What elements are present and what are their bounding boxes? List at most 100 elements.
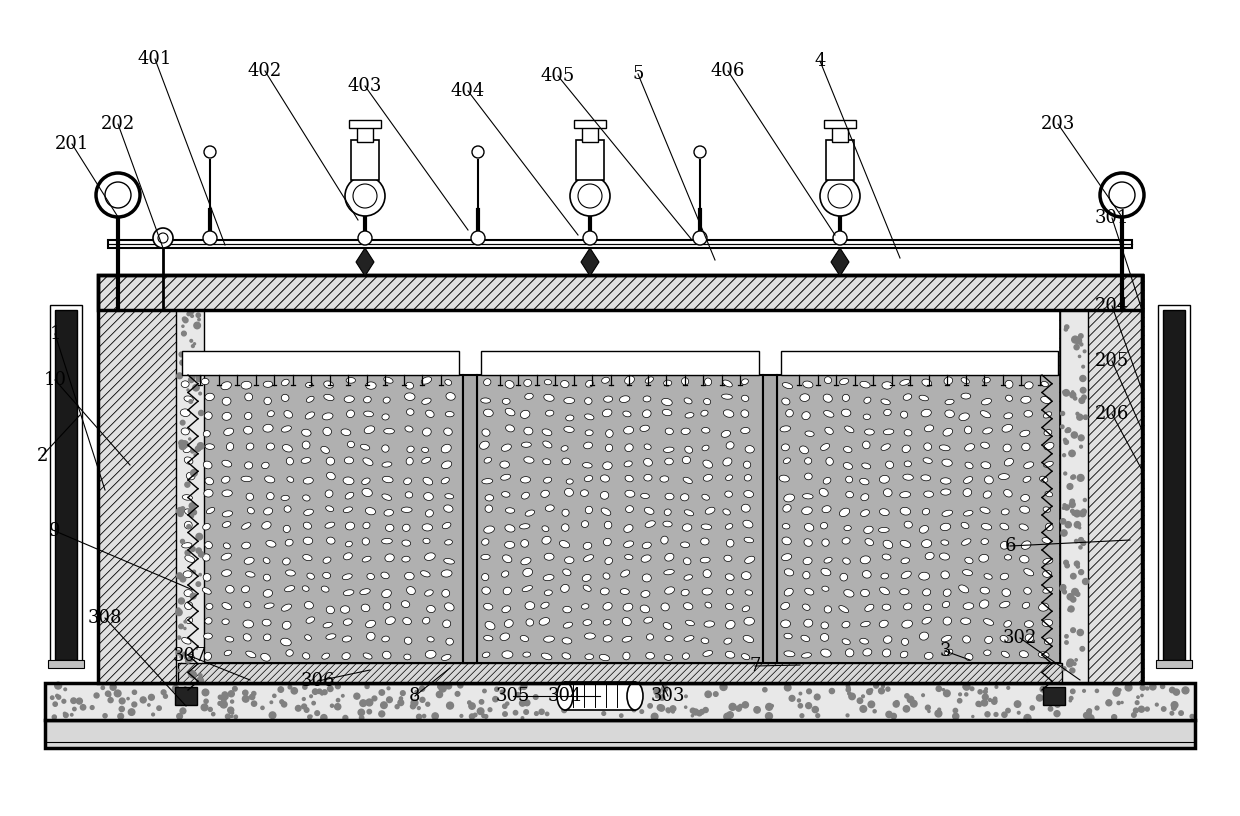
Ellipse shape [1021, 397, 1030, 403]
Ellipse shape [626, 506, 634, 512]
Ellipse shape [665, 458, 673, 465]
Ellipse shape [1045, 491, 1053, 497]
Ellipse shape [641, 494, 650, 499]
Ellipse shape [205, 412, 212, 419]
Ellipse shape [825, 377, 832, 384]
Ellipse shape [506, 425, 515, 432]
Ellipse shape [425, 410, 434, 418]
Circle shape [381, 702, 387, 708]
Ellipse shape [924, 491, 934, 497]
Ellipse shape [924, 604, 931, 610]
Ellipse shape [903, 474, 914, 481]
Circle shape [191, 547, 195, 552]
Circle shape [1064, 328, 1068, 331]
Circle shape [182, 325, 184, 327]
Circle shape [179, 301, 184, 307]
Ellipse shape [445, 411, 454, 417]
Ellipse shape [961, 378, 970, 384]
Bar [781, 351, 1058, 375]
Circle shape [739, 704, 743, 708]
Circle shape [128, 709, 135, 716]
Ellipse shape [304, 537, 312, 544]
Circle shape [317, 689, 322, 694]
Ellipse shape [501, 491, 510, 497]
Ellipse shape [523, 652, 531, 657]
Ellipse shape [201, 379, 210, 384]
Ellipse shape [883, 489, 892, 497]
Circle shape [895, 701, 899, 704]
Ellipse shape [703, 570, 712, 578]
Ellipse shape [557, 682, 573, 710]
Circle shape [95, 173, 140, 217]
Ellipse shape [703, 460, 713, 468]
Circle shape [291, 688, 298, 694]
Circle shape [523, 710, 528, 714]
Ellipse shape [427, 636, 434, 642]
Circle shape [1080, 375, 1086, 382]
Ellipse shape [262, 619, 272, 626]
Ellipse shape [1044, 442, 1054, 450]
Circle shape [231, 700, 233, 703]
Circle shape [1061, 299, 1064, 302]
Ellipse shape [901, 620, 913, 628]
Ellipse shape [965, 426, 972, 434]
Ellipse shape [281, 426, 291, 432]
Circle shape [295, 706, 301, 711]
Ellipse shape [921, 539, 931, 548]
Circle shape [1078, 629, 1084, 636]
Circle shape [55, 682, 62, 689]
Circle shape [1073, 512, 1076, 515]
Circle shape [670, 706, 676, 712]
Circle shape [1069, 697, 1073, 700]
Circle shape [176, 608, 180, 612]
Circle shape [952, 713, 959, 720]
Ellipse shape [883, 540, 893, 548]
Circle shape [693, 231, 707, 245]
Ellipse shape [205, 542, 212, 548]
Ellipse shape [564, 427, 574, 432]
Circle shape [472, 146, 484, 158]
Circle shape [192, 570, 196, 574]
Ellipse shape [1002, 651, 1009, 658]
Ellipse shape [983, 428, 992, 434]
Circle shape [188, 308, 193, 313]
Ellipse shape [804, 619, 812, 627]
Ellipse shape [262, 521, 272, 529]
Circle shape [366, 699, 373, 706]
Circle shape [1114, 690, 1120, 696]
Ellipse shape [422, 447, 429, 453]
Ellipse shape [923, 589, 931, 596]
Ellipse shape [260, 654, 270, 661]
Circle shape [697, 711, 702, 716]
Text: 206: 206 [1095, 405, 1130, 423]
Ellipse shape [501, 571, 508, 577]
Circle shape [500, 690, 505, 694]
Ellipse shape [205, 652, 212, 660]
Ellipse shape [182, 494, 192, 500]
Circle shape [180, 655, 182, 658]
Circle shape [651, 713, 658, 720]
Ellipse shape [324, 557, 331, 563]
Ellipse shape [641, 591, 650, 597]
Ellipse shape [562, 638, 572, 644]
Circle shape [177, 288, 182, 293]
Circle shape [1084, 415, 1087, 419]
Ellipse shape [844, 426, 854, 432]
Circle shape [846, 714, 849, 716]
Ellipse shape [821, 622, 828, 629]
Circle shape [273, 694, 277, 698]
Ellipse shape [500, 461, 510, 468]
Ellipse shape [1001, 542, 1008, 549]
Ellipse shape [942, 601, 950, 608]
Circle shape [1071, 475, 1075, 479]
Circle shape [200, 445, 203, 449]
Circle shape [186, 285, 191, 290]
Ellipse shape [203, 633, 212, 639]
Circle shape [994, 712, 998, 716]
Ellipse shape [703, 650, 713, 656]
Circle shape [164, 694, 167, 698]
Ellipse shape [384, 509, 393, 516]
Circle shape [186, 290, 188, 293]
Circle shape [198, 674, 202, 677]
Ellipse shape [202, 588, 211, 594]
